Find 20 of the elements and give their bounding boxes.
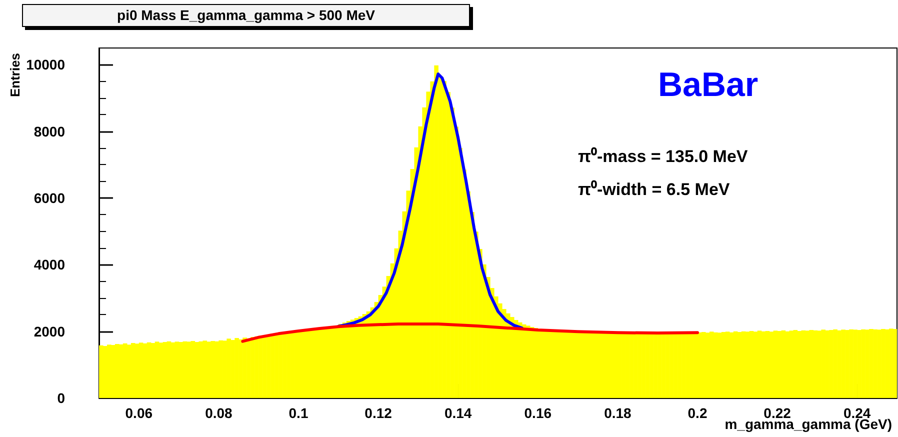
y-tick-label: 0 — [57, 390, 66, 406]
y-axis-title: Entries — [8, 52, 22, 98]
y-tick-label: 8000 — [34, 123, 66, 140]
annotation: π⁰-mass = 135.0 MeV — [578, 146, 748, 167]
x-tick-label: 0.08 — [205, 405, 233, 421]
x-tick-label: 0.18 — [604, 405, 632, 421]
y-tick-label: 2000 — [34, 323, 66, 340]
y-tick-label: 4000 — [34, 256, 66, 273]
x-tick-label: 0.14 — [444, 405, 472, 421]
annotation: BaBar — [658, 66, 758, 105]
x-tick-label: 0.1 — [288, 405, 308, 421]
y-tick-label: 6000 — [34, 190, 66, 206]
chart-title: pi0 Mass E_gamma_gamma > 500 MeV — [22, 4, 470, 27]
x-tick-label: 0.2 — [688, 405, 708, 421]
x-tick-label: 0.16 — [524, 405, 552, 421]
x-tick-label: 0.12 — [364, 405, 392, 421]
x-tick-label: 0.06 — [125, 405, 153, 421]
x-tick-label: 0.22 — [764, 405, 792, 421]
y-tick-label: 10000 — [26, 56, 66, 73]
annotation: π⁰-width = 6.5 MeV — [578, 179, 730, 200]
